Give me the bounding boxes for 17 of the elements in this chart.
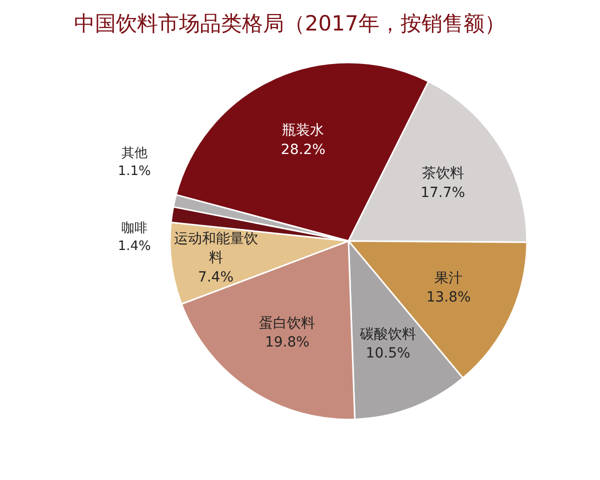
data-label: 13.8% xyxy=(426,290,471,306)
slice-label: 果汁 xyxy=(434,270,463,287)
slice-label: 瓶装水 xyxy=(282,122,324,139)
data-label: 17.7% xyxy=(420,184,466,201)
data-label: 1.1% xyxy=(118,164,151,180)
chart-title: 中国饮料市场品类格局（2017年，按销售额） xyxy=(74,12,506,36)
slice-label: 蛋白饮料 xyxy=(259,315,316,332)
slice-label: 碳酸饮料 xyxy=(359,326,416,343)
data-label: 1.4% xyxy=(118,238,151,254)
slice-label: 运动和能量饮料 xyxy=(174,230,258,266)
data-label: 10.5% xyxy=(366,346,410,362)
slice-label: 咖啡 xyxy=(121,220,148,236)
data-label: 28.2% xyxy=(280,142,326,158)
data-label: 7.4% xyxy=(198,269,234,286)
data-label: 19.8% xyxy=(264,334,310,351)
slice-label: 茶饮料 xyxy=(422,166,464,182)
slice-label: 其他 xyxy=(121,146,148,162)
